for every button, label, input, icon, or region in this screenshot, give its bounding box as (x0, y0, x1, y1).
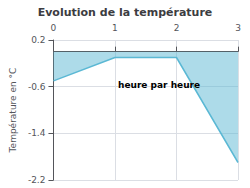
svg-text:Température en °C: Température en °C (8, 68, 18, 154)
svg-text:1: 1 (112, 23, 118, 33)
svg-text:-1.4: -1.4 (28, 128, 46, 138)
svg-text:2: 2 (174, 23, 180, 33)
svg-text:-0.6: -0.6 (28, 82, 46, 92)
svg-text:0.2: 0.2 (31, 35, 45, 45)
svg-text:-2.2: -2.2 (28, 175, 46, 185)
svg-text:3: 3 (235, 23, 241, 33)
svg-text:heure par heure: heure par heure (118, 80, 200, 90)
svg-text:0: 0 (51, 23, 57, 33)
svg-text:Evolution de la température: Evolution de la température (38, 6, 213, 19)
